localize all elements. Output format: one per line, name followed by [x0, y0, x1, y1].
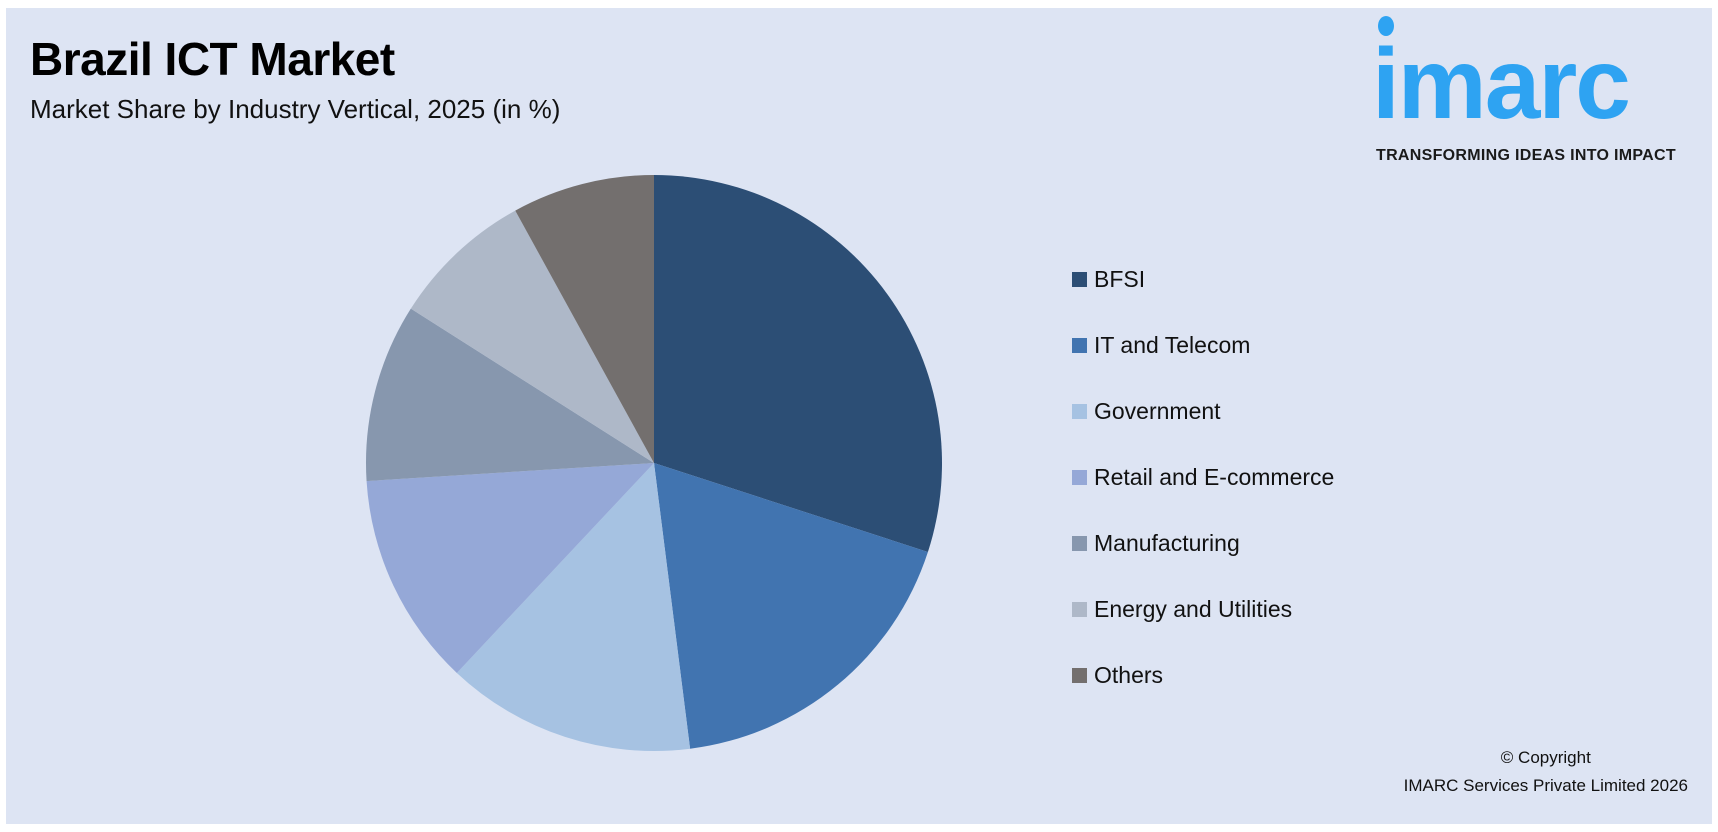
logo-wordmark: imarc: [1372, 28, 1631, 140]
logo-tagline: TRANSFORMING IDEAS INTO IMPACT: [1376, 147, 1676, 164]
legend-swatch: [1072, 469, 1087, 485]
legend-swatch: [1072, 403, 1087, 419]
imarc-logo: imarc TRANSFORMING IDEAS INTO IMPACT: [1372, 14, 1692, 174]
legend-label: Others: [1094, 662, 1164, 688]
legend-swatch: [1072, 667, 1087, 683]
legend-item: Energy and Utilities: [1072, 576, 1334, 642]
pie-slice-bfsi: [654, 175, 943, 552]
pie-slice-it-and-telecom: [654, 463, 928, 749]
legend-swatch: [1072, 271, 1087, 287]
pie-slice-manufacturing: [366, 308, 654, 482]
legend-item: Manufacturing: [1072, 510, 1334, 576]
legend-label: Government: [1094, 398, 1221, 424]
chart-subtitle: Market Share by Industry Vertical, 2025 …: [30, 94, 561, 124]
copyright: © Copyright IMARC Services Private Limit…: [1404, 744, 1688, 800]
legend-label: Energy and Utilities: [1094, 596, 1293, 622]
legend-item: Others: [1072, 642, 1334, 708]
legend-label: IT and Telecom: [1094, 332, 1251, 358]
legend-label: Manufacturing: [1094, 530, 1240, 556]
pie-slice-retail-and-e-commerce: [366, 463, 654, 673]
legend-label: Retail and E-commerce: [1094, 464, 1335, 490]
pie-slice-others: [515, 175, 654, 463]
copyright-line2: IMARC Services Private Limited 2026: [1403, 776, 1688, 795]
logo-dot-icon: [1378, 16, 1394, 36]
legend: BFSI IT and Telecom Government Retail and E…: [1072, 246, 1334, 708]
chart-title: Brazil ICT Market: [30, 33, 395, 85]
legend-swatch: [1072, 601, 1087, 617]
pie-slice-government: [456, 463, 691, 751]
legend-item: IT and Telecom: [1072, 312, 1334, 378]
pie-slice-energy-and-utilities: [410, 210, 654, 463]
legend-item: Retail and E-commerce: [1072, 444, 1334, 510]
legend-label: BFSI: [1094, 266, 1146, 292]
copyright-line1: © Copyright: [1500, 748, 1591, 767]
legend-item: Government: [1072, 378, 1334, 444]
legend-swatch: [1072, 535, 1087, 551]
legend-item: BFSI: [1072, 246, 1334, 312]
legend-swatch: [1072, 337, 1087, 353]
